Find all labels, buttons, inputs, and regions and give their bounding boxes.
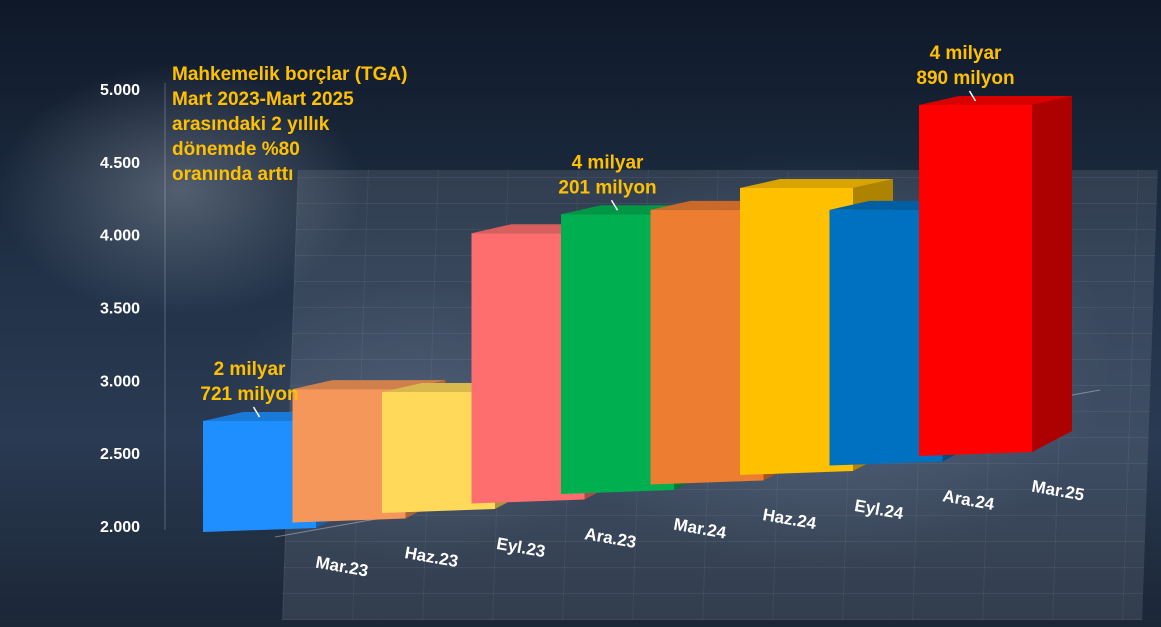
x-tick-label: Mar.25 [1030,477,1085,505]
x-tick-label: Eyl.23 [495,534,547,561]
y-axis: 2.000 2.500 3.000 3.500 4.000 4.500 5.000 [100,82,166,536]
x-tick-label: Mar.23 [314,553,369,581]
x-tick-label: Haz.23 [403,543,459,571]
y-tick-label: 4.500 [100,155,140,172]
bar-front [471,233,585,504]
bar-front [650,209,764,485]
bar-front [382,391,495,513]
bar-series [203,96,1072,532]
bar-front [919,105,1032,457]
bar-Mar.25 [919,96,1072,457]
x-tick-label: Ara.24 [941,486,996,514]
y-tick-label: 4.000 [100,228,140,245]
callout-Mar.25: 4 milyar 890 milyon [916,43,1015,102]
callout-Mar.23: 2 milyar 721 milyon [200,359,299,418]
bar-front [829,209,943,466]
x-tick-label: Mar.24 [672,515,728,543]
x-tick-label: Ara.23 [583,524,637,552]
callout-line-1: 4 milyar [930,43,1002,64]
bar-side [1032,96,1072,453]
callout-line-1: 4 milyar [572,152,644,173]
bar-front [740,188,853,475]
bar-top [919,96,1072,106]
y-tick-label: 2.500 [100,446,140,463]
y-tick-label: 2.000 [100,519,140,536]
callout-line-2: 890 milyon [916,68,1014,89]
bar-front [203,420,316,532]
x-tick-label: Haz.24 [761,505,818,533]
bar-front [561,214,674,495]
x-tick-label: Eyl.24 [853,496,905,523]
y-tick-label: 3.000 [100,373,140,390]
y-tick-label: 3.500 [100,301,140,318]
callout-Mar.24: 4 milyar 201 milyon [558,152,657,211]
chart-annotation: Mahkemelik borçlar (TGA) Mart 2023-Mart … [172,64,408,185]
callout-line-1: 2 milyar [214,359,286,380]
callout-line-2: 721 milyon [200,384,298,405]
bar-front [292,389,406,523]
bar-top [740,179,893,189]
callout-line-2: 201 milyon [558,177,656,198]
y-tick-label: 5.000 [100,82,140,99]
